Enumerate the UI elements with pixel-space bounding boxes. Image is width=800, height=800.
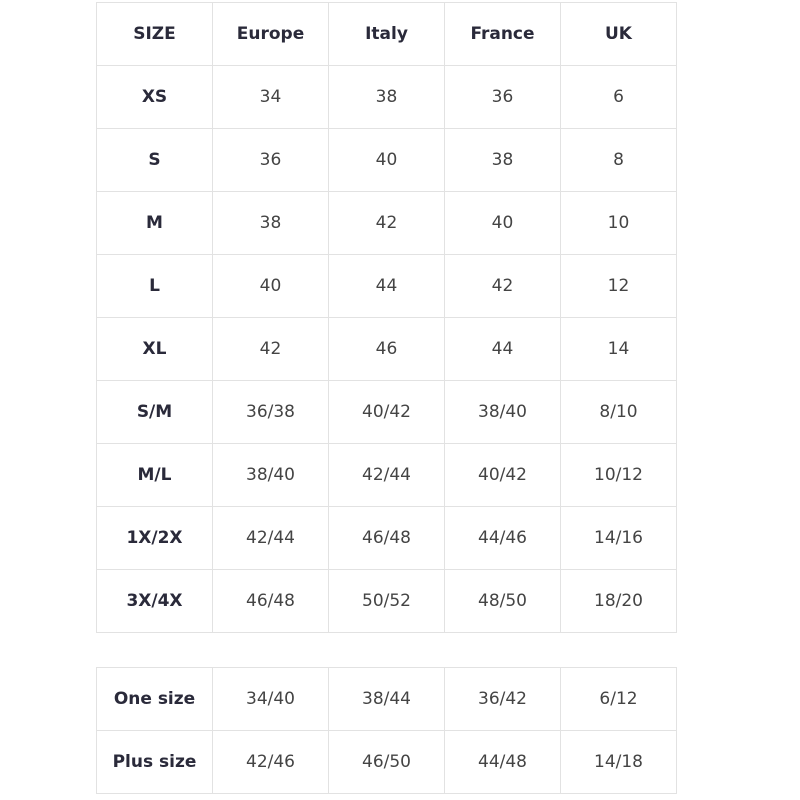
table-cell: 40 [444, 191, 561, 255]
column-header: Italy [328, 2, 445, 66]
size-conversion-table: SIZE Europe Italy France UK XS 34 38 36 6 S 36 40 38 8… [96, 2, 677, 633]
size-label: One size [96, 667, 213, 731]
table-cell: 40/42 [328, 380, 445, 444]
table-cell: 38/40 [212, 443, 329, 507]
column-header: SIZE [96, 2, 213, 66]
table-cell: 34/40 [212, 667, 329, 731]
table-cell: 40 [212, 254, 329, 318]
table-cell: 6/12 [560, 667, 677, 731]
size-label: XS [96, 65, 213, 129]
table-cell: 10/12 [560, 443, 677, 507]
size-label: 3X/4X [96, 569, 213, 633]
table-cell: 36 [444, 65, 561, 129]
table-cell: 42 [328, 191, 445, 255]
table-cell: 10 [560, 191, 677, 255]
size-label: L [96, 254, 213, 318]
size-label: S [96, 128, 213, 192]
table-cell: 8 [560, 128, 677, 192]
table-cell: 46/50 [328, 730, 445, 794]
table-row: L 40 44 42 12 [96, 254, 677, 318]
table-cell: 12 [560, 254, 677, 318]
table-cell: 46 [328, 317, 445, 381]
table-row: XL 42 46 44 14 [96, 317, 677, 381]
table-cell: 38/40 [444, 380, 561, 444]
table-cell: 42/44 [328, 443, 445, 507]
table-cell: 44/46 [444, 506, 561, 570]
size-label: XL [96, 317, 213, 381]
column-header: Europe [212, 2, 329, 66]
table-row: XS 34 38 36 6 [96, 65, 677, 129]
table-cell: 44 [328, 254, 445, 318]
table-cell: 36/42 [444, 667, 561, 731]
table-cell: 38 [328, 65, 445, 129]
table-cell: 42/46 [212, 730, 329, 794]
table-cell: 36/38 [212, 380, 329, 444]
table-cell: 18/20 [560, 569, 677, 633]
table-cell: 38 [212, 191, 329, 255]
table-cell: 38 [444, 128, 561, 192]
table-cell: 42 [212, 317, 329, 381]
table-row: S/M 36/38 40/42 38/40 8/10 [96, 380, 677, 444]
one-plus-size-table: One size 34/40 38/44 36/42 6/12 Plus size 42/4… [96, 667, 677, 794]
table-row: One size 34/40 38/44 36/42 6/12 [96, 667, 677, 731]
table-row: Plus size 42/46 46/50 44/48 14/18 [96, 730, 677, 794]
size-label: M/L [96, 443, 213, 507]
table-row: M 38 42 40 10 [96, 191, 677, 255]
table-cell: 48/50 [444, 569, 561, 633]
column-header: France [444, 2, 561, 66]
table-row: 3X/4X 46/48 50/52 48/50 18/20 [96, 569, 677, 633]
header-row: SIZE Europe Italy France UK [96, 2, 677, 66]
column-header: UK [560, 2, 677, 66]
size-label: S/M [96, 380, 213, 444]
table-cell: 8/10 [560, 380, 677, 444]
table-cell: 14/16 [560, 506, 677, 570]
table-cell: 14/18 [560, 730, 677, 794]
table-cell: 40 [328, 128, 445, 192]
table-cell: 38/44 [328, 667, 445, 731]
table-row: S 36 40 38 8 [96, 128, 677, 192]
table-cell: 14 [560, 317, 677, 381]
table-cell: 44/48 [444, 730, 561, 794]
table-cell: 36 [212, 128, 329, 192]
table-cell: 42/44 [212, 506, 329, 570]
size-label: Plus size [96, 730, 213, 794]
table-cell: 50/52 [328, 569, 445, 633]
table-row: M/L 38/40 42/44 40/42 10/12 [96, 443, 677, 507]
table-cell: 40/42 [444, 443, 561, 507]
size-label: M [96, 191, 213, 255]
table-cell: 34 [212, 65, 329, 129]
table-cell: 46/48 [328, 506, 445, 570]
table-row: 1X/2X 42/44 46/48 44/46 14/16 [96, 506, 677, 570]
table-cell: 44 [444, 317, 561, 381]
table-cell: 46/48 [212, 569, 329, 633]
table-cell: 6 [560, 65, 677, 129]
table-cell: 42 [444, 254, 561, 318]
size-label: 1X/2X [96, 506, 213, 570]
